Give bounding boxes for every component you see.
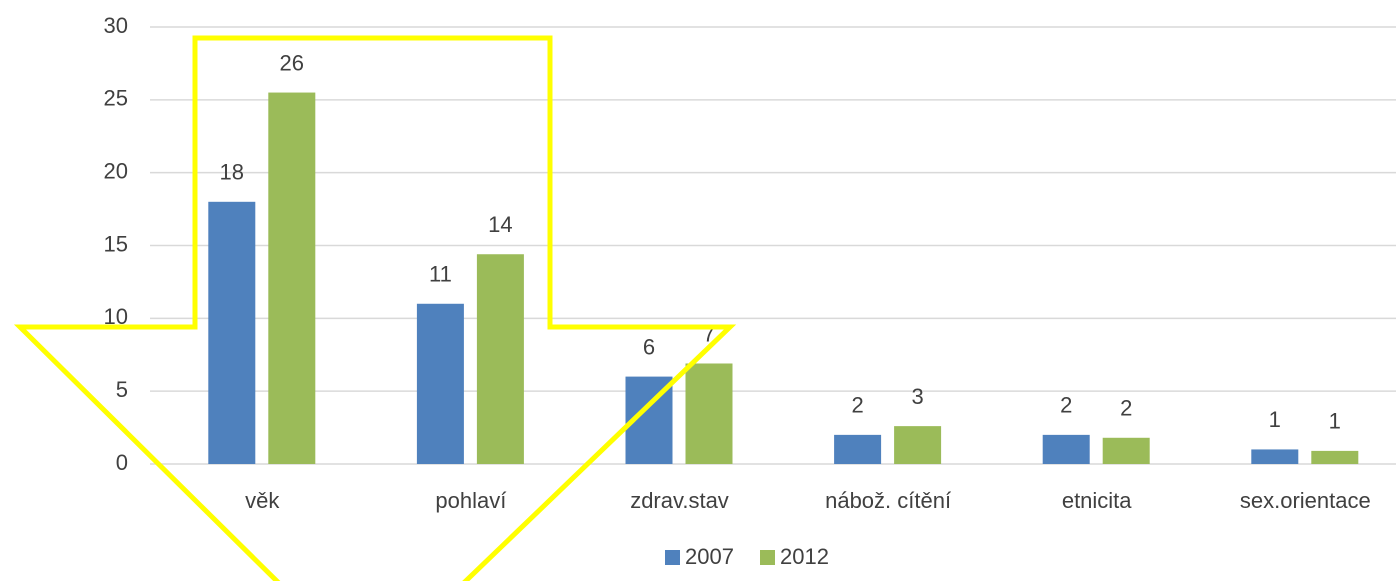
x-tick-label: nábož. cítění xyxy=(825,488,951,513)
bar xyxy=(685,363,733,464)
x-tick-label: etnicita xyxy=(1062,488,1132,513)
y-tick-label: 15 xyxy=(104,231,128,256)
bar xyxy=(208,201,256,465)
bar xyxy=(1251,449,1299,464)
bar xyxy=(834,434,882,464)
x-tick-label: sex.orientace xyxy=(1240,488,1371,513)
value-label: 1 xyxy=(1329,409,1341,434)
y-tick-label: 5 xyxy=(116,377,128,402)
y-tick-label: 20 xyxy=(104,158,128,183)
x-tick-label: zdrav.stav xyxy=(630,488,729,513)
y-tick-label: 0 xyxy=(116,450,128,475)
legend-swatch xyxy=(665,550,680,565)
bar xyxy=(1042,434,1090,464)
value-label: 2 xyxy=(851,393,863,418)
bar xyxy=(416,303,464,464)
value-label: 6 xyxy=(643,334,655,359)
value-label: 1 xyxy=(1269,407,1281,432)
value-label: 14 xyxy=(488,212,512,237)
value-label: 26 xyxy=(280,50,304,75)
bar xyxy=(894,426,942,464)
value-label: 3 xyxy=(911,384,923,409)
value-label: 2 xyxy=(1060,393,1072,418)
highlight-arrow xyxy=(13,35,737,581)
value-label: 11 xyxy=(429,262,452,287)
value-label: 2 xyxy=(1120,396,1132,421)
x-tick-label: pohlaví xyxy=(435,488,506,513)
plot: 051015202530věk1826pohlaví1114zdrav.stav… xyxy=(104,13,1396,569)
bar xyxy=(1102,437,1150,464)
y-tick-label: 25 xyxy=(104,86,128,111)
legend-label: 2007 xyxy=(685,544,734,569)
x-tick-label: věk xyxy=(245,488,280,513)
legend-label: 2012 xyxy=(780,544,829,569)
value-label: 18 xyxy=(220,160,244,185)
bar xyxy=(476,254,524,464)
bar xyxy=(1311,450,1359,464)
y-tick-label: 30 xyxy=(104,13,128,38)
legend-swatch xyxy=(760,550,775,565)
bar xyxy=(268,92,316,465)
